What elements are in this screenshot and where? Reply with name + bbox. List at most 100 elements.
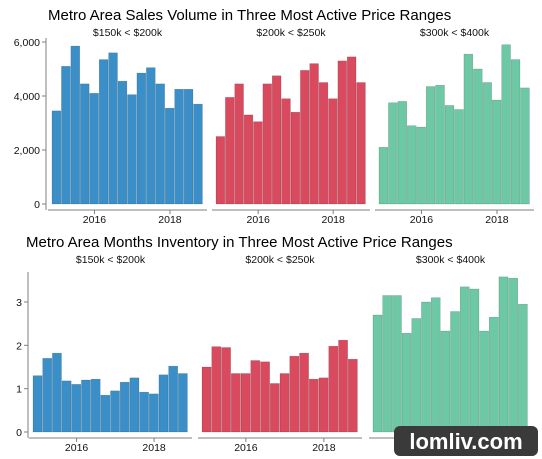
- bar: [231, 373, 241, 433]
- facet-label: $150k < $200k: [76, 254, 146, 266]
- bar: [250, 360, 261, 433]
- bar: [127, 94, 137, 205]
- bar: [221, 347, 231, 433]
- bar: [71, 384, 82, 433]
- facet-panel: $150k < $200k 2016 2018: [48, 27, 207, 226]
- bar: [416, 126, 426, 205]
- facet-label: $200k < $250k: [245, 254, 315, 266]
- bar: [89, 93, 99, 205]
- bar: [98, 59, 109, 205]
- bar: [80, 83, 90, 205]
- y-tick-label: 2,000: [14, 145, 40, 157]
- bar: [262, 83, 272, 205]
- bar: [52, 352, 62, 433]
- x-tick-label: 2016: [65, 442, 89, 454]
- chart-title-sales: Metro Area Sales Volume in Three Most Ac…: [48, 7, 451, 24]
- bar: [100, 394, 111, 433]
- bar: [318, 82, 329, 205]
- bar: [211, 346, 222, 433]
- bar: [51, 110, 62, 205]
- bar: [158, 374, 169, 433]
- bar: [290, 111, 301, 205]
- facet-label: $300k < $400k: [416, 254, 486, 266]
- bar: [392, 295, 402, 433]
- bar: [397, 101, 407, 205]
- bar: [215, 136, 226, 205]
- bar: [281, 98, 291, 205]
- bar: [178, 373, 188, 433]
- bar: [168, 365, 178, 433]
- bar: [328, 98, 338, 205]
- bar: [110, 390, 120, 433]
- bar: [139, 391, 149, 433]
- bar: [492, 99, 502, 205]
- bar: [407, 125, 417, 205]
- y-tick-label: 0: [34, 199, 40, 211]
- bar: [225, 97, 235, 205]
- bar: [149, 393, 159, 433]
- bar: [136, 72, 147, 205]
- x-tick-label: 2018: [312, 442, 336, 454]
- watermark: lomliv.com: [394, 426, 538, 456]
- bar: [328, 345, 339, 433]
- facet-label: $150k < $200k: [93, 27, 163, 39]
- x-tick-label: 2018: [142, 442, 166, 454]
- bar: [299, 352, 309, 433]
- months-inventory-chart: 0 1 2 3 $150k < $200k 2016 2018 $200k < $250k 20…: [16, 254, 532, 454]
- facet-label: $200k < $250k: [256, 27, 326, 39]
- bar: [435, 84, 445, 205]
- bar: [61, 66, 71, 205]
- bar: [450, 311, 460, 433]
- bar: [411, 318, 422, 433]
- x-tick-label: 2018: [158, 214, 182, 226]
- bar: [401, 332, 412, 433]
- y-tick-label: 2: [16, 340, 22, 352]
- bar: [165, 107, 175, 205]
- bar: [279, 373, 290, 433]
- bar: [338, 339, 348, 433]
- y-tick-label: 6,000: [14, 37, 40, 49]
- bar: [119, 381, 130, 433]
- bar: [174, 89, 184, 205]
- bar: [61, 380, 72, 433]
- bar: [473, 68, 483, 205]
- bar: [479, 330, 489, 433]
- x-tick-label: 2016: [410, 214, 434, 226]
- y-tick-label: 0: [16, 427, 22, 439]
- x-tick-label: 2018: [485, 214, 509, 226]
- y-tick-label: 1: [16, 384, 22, 396]
- bar: [129, 377, 140, 433]
- bar: [240, 373, 251, 433]
- bar: [300, 70, 310, 205]
- watermark-box: [394, 426, 538, 456]
- bar: [444, 105, 455, 205]
- facet-panel: $300k < $400k 2016 2018: [375, 27, 534, 226]
- bar: [243, 114, 254, 205]
- bar: [425, 86, 436, 205]
- bar: [270, 383, 280, 433]
- bar: [510, 59, 521, 205]
- bar: [459, 286, 470, 433]
- watermark-text: lomliv.com: [409, 429, 522, 454]
- bar: [201, 366, 212, 433]
- bar: [382, 295, 393, 433]
- bar: [440, 330, 451, 433]
- bar: [501, 44, 511, 205]
- bar: [32, 375, 43, 433]
- bar: [155, 83, 165, 205]
- chart-title-inventory: Metro Area Months Inventory in Three Mos…: [26, 234, 453, 251]
- bar: [378, 147, 389, 205]
- bar: [42, 358, 53, 433]
- x-tick-label: 2016: [83, 214, 107, 226]
- bar: [482, 82, 492, 205]
- facet-label: $300k < $400k: [420, 27, 490, 39]
- bar: [489, 316, 499, 433]
- bar: [108, 52, 118, 205]
- bar: [193, 103, 203, 205]
- bar: [356, 82, 366, 205]
- bar: [90, 378, 101, 433]
- bar: [309, 378, 319, 433]
